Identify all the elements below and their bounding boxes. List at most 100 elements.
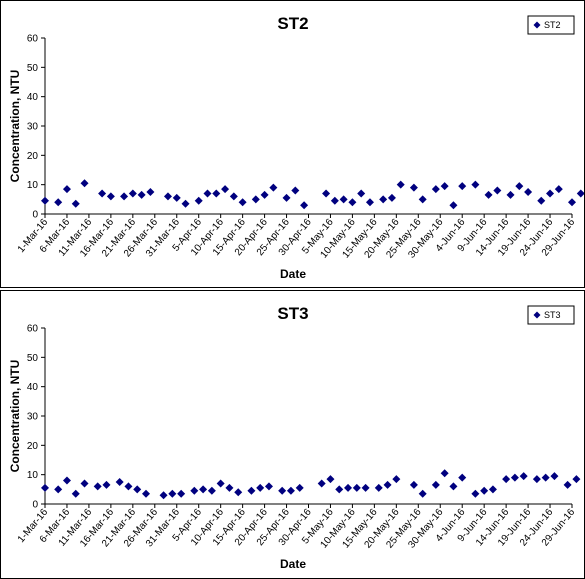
- data-point: [471, 180, 480, 189]
- data-point: [269, 183, 278, 192]
- data-point: [352, 483, 361, 492]
- data-point: [216, 479, 225, 488]
- data-point: [440, 182, 449, 191]
- data-point: [365, 198, 374, 207]
- data-point: [374, 483, 383, 492]
- data-point: [163, 192, 172, 201]
- y-tick-label: 50: [27, 63, 39, 74]
- data-point: [506, 190, 515, 199]
- data-point: [181, 199, 190, 208]
- legend-marker: [533, 21, 541, 29]
- data-point: [387, 193, 396, 202]
- data-point: [133, 485, 142, 494]
- legend-label: ST3: [544, 310, 561, 320]
- data-point: [98, 189, 107, 198]
- data-point: [563, 480, 572, 489]
- y-tick-label: 0: [32, 500, 38, 511]
- data-point: [344, 483, 353, 492]
- legend-box: [527, 305, 575, 325]
- data-point: [449, 201, 458, 210]
- data-point: [326, 475, 335, 484]
- chart-panel-st3: ST3 0 10 20 30 40 50 60 1-Mar-16 6-Mar-16 11-Mar-1…: [0, 290, 585, 579]
- data-point: [449, 482, 458, 491]
- legend-box: [527, 15, 575, 35]
- legend-marker: [533, 311, 541, 319]
- data-point: [550, 472, 559, 481]
- data-point: [194, 196, 203, 205]
- y-tick-label: 50: [27, 353, 39, 364]
- data-point: [418, 195, 427, 204]
- data-point: [348, 198, 357, 207]
- data-point: [41, 483, 49, 492]
- data-point: [431, 185, 440, 194]
- data-point: [541, 473, 550, 482]
- data-point: [568, 198, 576, 207]
- data-point: [102, 480, 111, 489]
- chart-panel-st2: ST2 0 10 20 30 40 50 60 1-Mar-16 6-Mar-16 11-Mar-1…: [0, 0, 585, 288]
- data-point: [247, 486, 256, 495]
- data-point: [207, 486, 216, 495]
- data-point: [71, 199, 80, 208]
- data-point: [515, 182, 524, 191]
- data-point: [396, 180, 405, 189]
- data-point: [537, 196, 546, 205]
- data-point: [484, 190, 493, 199]
- data-point: [251, 195, 260, 204]
- data-point: [572, 475, 581, 484]
- data-point: [80, 179, 89, 188]
- data-point: [142, 489, 151, 498]
- data-point: [137, 190, 146, 199]
- data-point: [480, 486, 489, 495]
- data-point: [146, 188, 155, 196]
- data-point: [409, 480, 418, 489]
- data-point: [418, 489, 427, 498]
- data-point: [532, 475, 541, 484]
- data-point: [190, 486, 199, 495]
- data-point: [41, 196, 49, 205]
- data-point: [177, 489, 186, 498]
- data-point: [300, 201, 309, 210]
- data-point: [62, 476, 71, 485]
- data-point: [458, 473, 467, 482]
- y-tick-label: 30: [27, 122, 39, 133]
- data-point: [409, 183, 418, 192]
- data-point: [357, 189, 366, 198]
- data-point: [128, 189, 137, 198]
- data-point: [361, 483, 370, 492]
- data-point: [278, 486, 287, 495]
- y-tick-label: 60: [27, 324, 39, 335]
- data-point: [80, 479, 89, 488]
- data-point: [317, 479, 326, 488]
- data-point: [335, 485, 344, 494]
- chart-title: ST3: [277, 304, 308, 323]
- data-point: [172, 193, 181, 202]
- data-point: [330, 196, 339, 205]
- data-point: [322, 189, 331, 198]
- y-tick-label: 10: [27, 470, 39, 481]
- data-point: [431, 480, 440, 489]
- x-axis-label: Date: [280, 267, 306, 281]
- data-point: [524, 188, 533, 196]
- data-point: [62, 185, 71, 194]
- legend-label: ST2: [544, 20, 561, 30]
- data-point: [229, 192, 238, 201]
- y-tick-label: 40: [27, 382, 39, 393]
- data-point: [221, 185, 230, 194]
- data-point: [238, 198, 247, 207]
- data-point: [159, 491, 168, 500]
- data-point: [458, 182, 467, 191]
- data-point: [295, 483, 304, 492]
- y-tick-label: 60: [27, 34, 39, 45]
- data-point: [168, 489, 177, 498]
- data-point: [71, 489, 80, 498]
- data-point: [510, 473, 519, 482]
- y-tick-label: 20: [27, 151, 39, 162]
- y-tick-label: 0: [32, 210, 38, 221]
- chart-st2: ST201020304050601-Mar-166-Mar-1611-Mar-1…: [8, 14, 584, 281]
- data-point: [54, 485, 63, 494]
- y-axis-label: Concentration, NTU: [8, 70, 22, 183]
- data-point: [199, 485, 208, 494]
- data-point: [502, 475, 511, 484]
- data-point: [286, 486, 295, 495]
- data-point: [519, 472, 528, 481]
